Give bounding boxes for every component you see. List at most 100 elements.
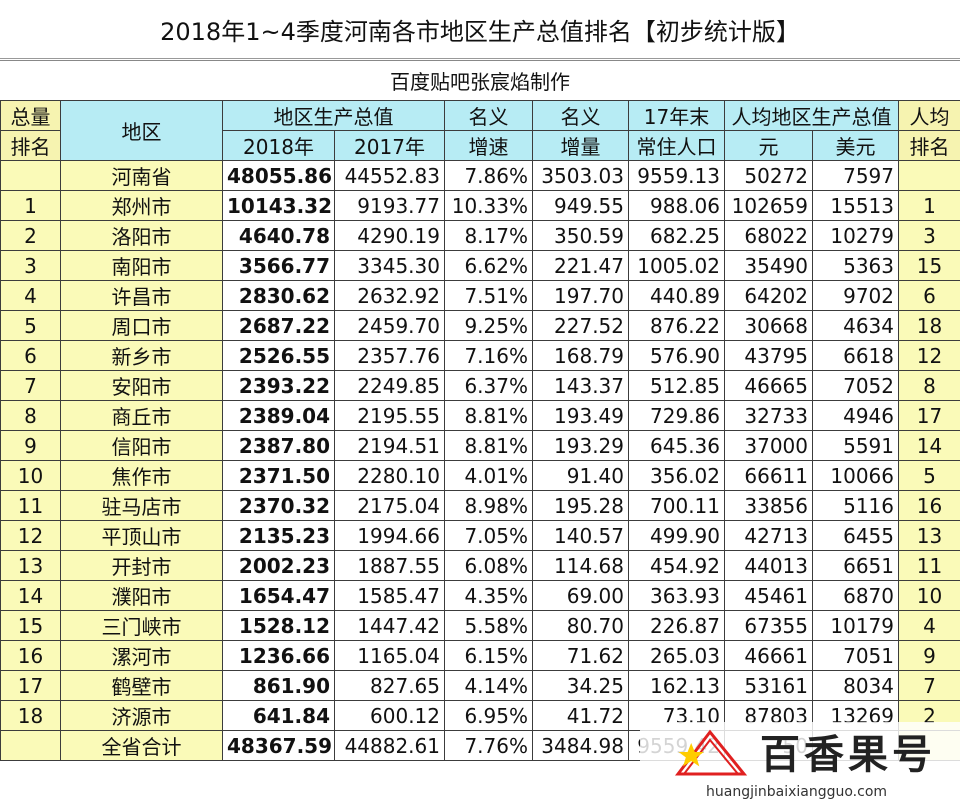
cell-percap-usd: 6455: [812, 520, 899, 551]
cell-gdp-2018: 48055.86: [222, 160, 335, 191]
cell-percap-usd: 5591: [812, 430, 899, 461]
cell-gdp-2017: 2357.76: [334, 340, 445, 371]
cell-population: 9559.13: [628, 160, 725, 191]
cell-rank: 13: [0, 550, 61, 581]
cell-region: 信阳市: [60, 430, 223, 461]
cell-percap-rank: 3: [898, 220, 960, 251]
cell-rank: 3: [0, 250, 61, 281]
cell-region: 洛阳市: [60, 220, 223, 251]
table-row: 2 洛阳市 4640.78 4290.19 8.17% 350.59 682.25 68022…: [0, 220, 960, 251]
cell-growth: 6.62%: [444, 250, 533, 281]
cell-growth: 8.98%: [444, 490, 533, 521]
header-pop-top: 17年末: [628, 100, 725, 131]
cell-percap-yuan: 43795: [724, 340, 813, 371]
cell-gdp-2018: 2371.50: [222, 460, 335, 491]
cell-region: 三门峡市: [60, 610, 223, 641]
cell-gdp-2018: 2002.23: [222, 550, 335, 581]
cell-percap-yuan: 32733: [724, 400, 813, 431]
header-year-2018: 2018年: [222, 130, 335, 161]
cell-increase: 197.70: [532, 280, 629, 311]
cell-increase: 91.40: [532, 460, 629, 491]
cell-rank: 6: [0, 340, 61, 371]
cell-rank: [0, 160, 61, 191]
cell-percap-usd: 6651: [812, 550, 899, 581]
cell-region: 安阳市: [60, 370, 223, 401]
cell-increase: 80.70: [532, 610, 629, 641]
cell-rank: 8: [0, 400, 61, 431]
cell-rank: 10: [0, 460, 61, 491]
cell-percap-yuan: 102659: [724, 190, 813, 221]
table-row: 河南省 48055.86 44552.83 7.86% 3503.03 9559.13 50…: [0, 160, 960, 191]
cell-percap-usd: 9702: [812, 280, 899, 311]
table-row: 1 郑州市 10143.32 9193.77 10.33% 949.55 988.06 102…: [0, 190, 960, 221]
cell-growth: 8.81%: [444, 400, 533, 431]
cell-percap-yuan: 50272: [724, 160, 813, 191]
cell-population: 440.89: [628, 280, 725, 311]
cell-gdp-2018: 641.84: [222, 700, 335, 731]
cell-population: 363.93: [628, 580, 725, 611]
cell-population: 645.36: [628, 430, 725, 461]
cell-rank: 16: [0, 640, 61, 671]
cell-region: 周口市: [60, 310, 223, 341]
header-prank-top: 人均: [898, 100, 960, 131]
page-subtitle: 百度贴吧张宸焰制作: [0, 60, 960, 99]
cell-growth: 7.05%: [444, 520, 533, 551]
cell-percap-yuan: 46661: [724, 640, 813, 671]
cell-region: 新乡市: [60, 340, 223, 371]
cell-percap-usd: 6870: [812, 580, 899, 611]
cell-gdp-2018: 2393.22: [222, 370, 335, 401]
cell-rank: 14: [0, 580, 61, 611]
cell-percap-usd: 10066: [812, 460, 899, 491]
cell-rank: 11: [0, 490, 61, 521]
watermark-url: huangjinbaixiangguo.com: [706, 784, 888, 800]
cell-population: 576.90: [628, 340, 725, 371]
table-row: 13 开封市 2002.23 1887.55 6.08% 114.68 454.92 4401…: [0, 550, 960, 581]
cell-increase: 227.52: [532, 310, 629, 341]
header-rank-top: 总量: [0, 100, 61, 131]
cell-growth: 4.01%: [444, 460, 533, 491]
cell-percap-rank: 12: [898, 340, 960, 371]
cell-percap-rank: 14: [898, 430, 960, 461]
cell-region: 漯河市: [60, 640, 223, 671]
cell-population: 682.25: [628, 220, 725, 251]
cell-percap-yuan: 35490: [724, 250, 813, 281]
cell-region: 驻马店市: [60, 490, 223, 521]
cell-percap-rank: 13: [898, 520, 960, 551]
table-row: 17 鹤壁市 861.90 827.65 4.14% 34.25 162.13 53161 80…: [0, 670, 960, 701]
cell-percap-yuan: 68022: [724, 220, 813, 251]
cell-population: 700.11: [628, 490, 725, 521]
header-yuan: 元: [724, 130, 813, 161]
cell-region: 商丘市: [60, 400, 223, 431]
cell-region: 平顶山市: [60, 520, 223, 551]
cell-percap-rank: 10: [898, 580, 960, 611]
cell-population: 729.86: [628, 400, 725, 431]
header-region: 地区: [60, 100, 223, 161]
table-row: 10 焦作市 2371.50 2280.10 4.01% 91.40 356.02 66611…: [0, 460, 960, 491]
cell-gdp-2017: 2195.55: [334, 400, 445, 431]
cell-percap-rank: 7: [898, 670, 960, 701]
cell-increase: 350.59: [532, 220, 629, 251]
cell-increase: 3484.98: [532, 730, 629, 761]
cell-population: 226.87: [628, 610, 725, 641]
cell-rank: 4: [0, 280, 61, 311]
cell-percap-yuan: 66611: [724, 460, 813, 491]
cell-gdp-2017: 4290.19: [334, 220, 445, 251]
cell-population: 1005.02: [628, 250, 725, 281]
table-row: 12 平顶山市 2135.23 1994.66 7.05% 140.57 499.90 427…: [0, 520, 960, 551]
cell-growth: 6.37%: [444, 370, 533, 401]
cell-gdp-2018: 3566.77: [222, 250, 335, 281]
cell-population: 265.03: [628, 640, 725, 671]
cell-increase: 143.37: [532, 370, 629, 401]
cell-rank: 15: [0, 610, 61, 641]
cell-percap-usd: 10179: [812, 610, 899, 641]
cell-percap-yuan: 42713: [724, 520, 813, 551]
cell-increase: 221.47: [532, 250, 629, 281]
cell-percap-rank: 9: [898, 640, 960, 671]
cell-increase: 949.55: [532, 190, 629, 221]
cell-increase: 69.00: [532, 580, 629, 611]
header-pop-bottom: 常住人口: [628, 130, 725, 161]
cell-percap-rank: 16: [898, 490, 960, 521]
cell-growth: 5.58%: [444, 610, 533, 641]
cell-population: 162.13: [628, 670, 725, 701]
cell-increase: 193.49: [532, 400, 629, 431]
